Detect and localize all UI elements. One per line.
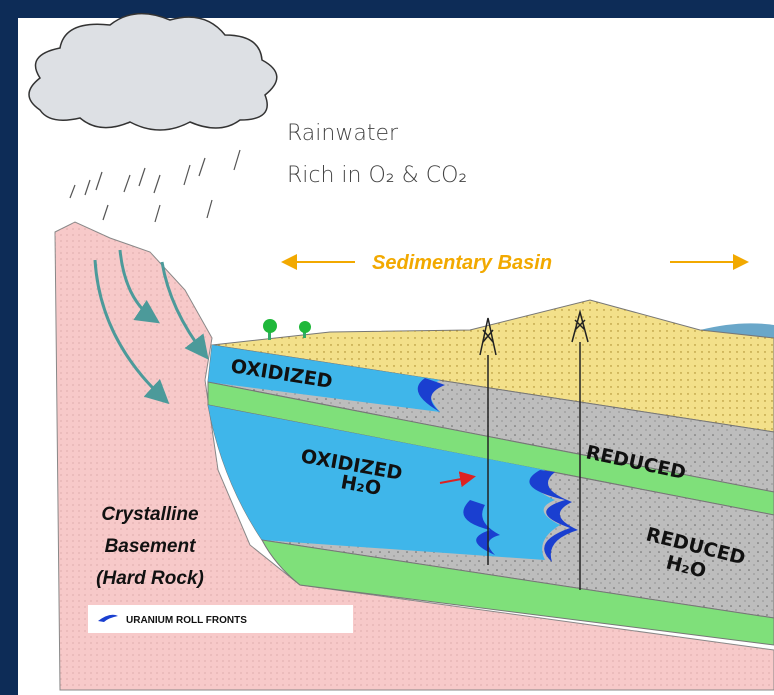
rain-lines — [69, 149, 241, 223]
top-layer — [211, 299, 774, 433]
basement-label: Basement — [105, 536, 196, 557]
basement — [54, 221, 774, 691]
rain-label: Rainwater — [287, 121, 399, 146]
wells — [479, 309, 589, 590]
basin-label: Sedimentary Basin — [372, 252, 552, 274]
roll-front — [463, 500, 500, 555]
roll-front — [529, 470, 578, 562]
flow-arrow — [439, 471, 476, 488]
roll-front — [417, 378, 445, 412]
basement-label: Crystalline — [101, 504, 199, 525]
legend-box — [88, 605, 353, 633]
upper-oxidized — [208, 345, 440, 412]
rain-label: Rich in O₂ & CO₂ — [287, 163, 467, 188]
flow-arrows — [93, 249, 209, 405]
lower-aquitard — [261, 539, 774, 646]
trees — [263, 319, 311, 340]
legend-label: URANIUM ROLL FRONTS — [126, 615, 247, 626]
legend-swatch — [98, 614, 118, 622]
aquitard — [207, 381, 774, 516]
cloud — [28, 12, 278, 131]
basement-label: (Hard Rock) — [96, 568, 204, 589]
